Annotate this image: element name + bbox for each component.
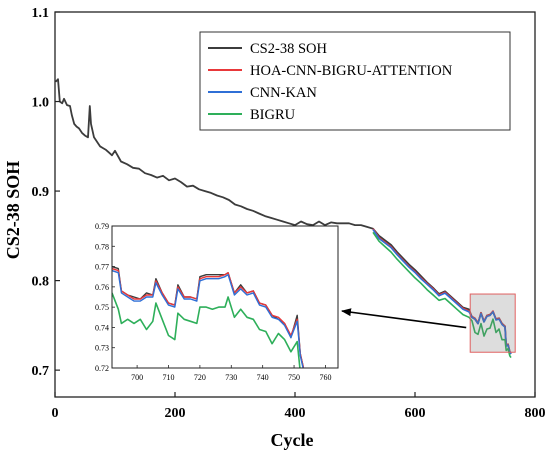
main-series-line-3 [372,231,512,359]
x-axis-label: Cycle [271,430,314,450]
zoom-arrow [341,308,467,329]
main-series-line-0 [54,78,512,355]
inset-x-tick-label: 730 [225,373,237,382]
inset-y-tick-label: 0.76 [95,283,109,292]
x-tick-label: 0 [52,406,59,421]
legend: CS2-38 SOH HOA-CNN-BIGRU-ATTENTION CNN-KAN… [199,31,511,131]
y-tick-label: 1.1 [32,6,50,21]
inset-y-tick-label: 0.75 [95,303,109,312]
y-tick-label: 1.0 [32,96,50,111]
inset-plot-area: 700 710 720 730 740 750 760 0.72 0.73 0.74 0.75 0.7… [95,222,339,382]
y-axis-label: CS2-38 SOH [3,161,23,260]
inset-x-tick-label: 760 [319,373,331,382]
inset-x-tick-label: 740 [257,373,269,382]
y-tick-label: 0.8 [32,275,50,290]
inset-x-tick-label: 710 [163,373,175,382]
inset-frame [111,225,339,369]
zoom-highlight-box [469,293,516,353]
inset-series-line-2 [112,269,304,368]
legend-box [199,31,511,131]
legend-item-label: BIGRU [250,107,296,123]
x-tick-label: 200 [165,406,186,421]
inset-x-tick-label: 750 [288,373,300,382]
main-plot-area: 0 200 400 600 800 0.7 0.8 0.9 1.0 1.1 [32,6,546,421]
legend-item-label: HOA-CNN-BIGRU-ATTENTION [250,63,453,79]
x-tick-label: 600 [405,406,426,421]
legend-item-label: CS2-38 SOH [250,41,327,57]
inset-y-tick-label: 0.74 [95,323,109,332]
y-tick-label: 0.9 [32,185,50,200]
x-tick-label: 400 [285,406,306,421]
inset-series-line-3 [112,292,301,368]
main-series-line-2 [372,229,512,355]
inset-x-tick-label: 700 [131,373,143,382]
inset-y-tick-label: 0.79 [95,222,109,231]
y-tick-label: 0.7 [32,364,50,379]
x-tick-label: 800 [525,406,546,421]
legend-item-label: CNN-KAN [250,85,317,101]
inset-y-tick-label: 0.73 [95,344,109,353]
inset-y-tick-label: 0.72 [95,364,109,373]
inset-y-tick-label: 0.78 [95,242,109,251]
inset-x-tick-label: 720 [194,373,206,382]
inset-series-line-1 [112,267,305,368]
inset-y-tick-label: 0.77 [95,263,109,272]
